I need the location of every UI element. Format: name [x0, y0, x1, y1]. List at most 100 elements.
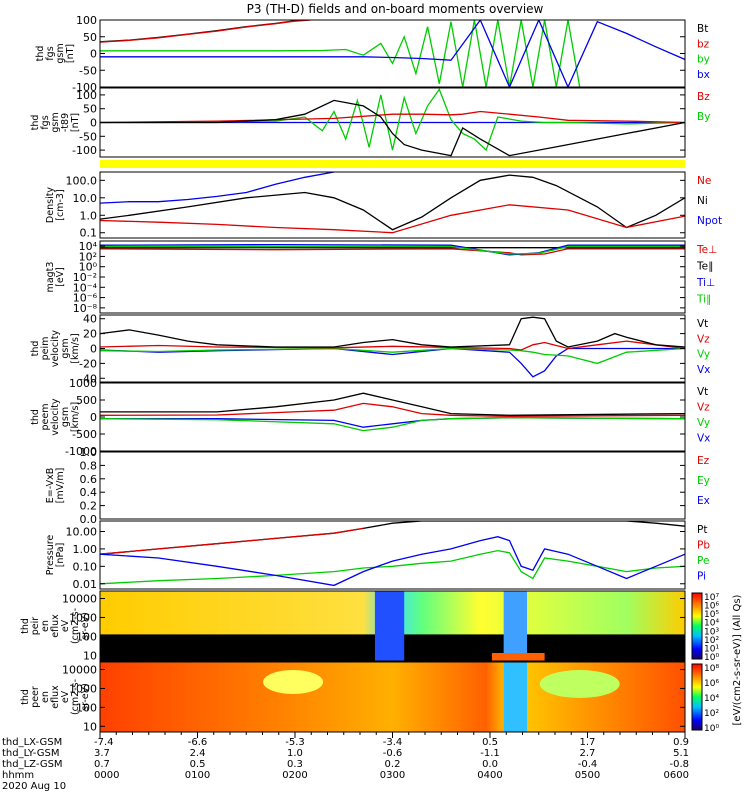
- y-tick-label: -50: [79, 64, 97, 77]
- y-tick-label: -50: [79, 130, 97, 143]
- x-tick-value: 0000: [94, 770, 119, 781]
- y-tick-label: 1.00: [73, 543, 98, 556]
- y-tick-label: 10⁰: [79, 261, 98, 274]
- colorbar-tick-label: 10²: [704, 636, 719, 646]
- y-axis-label: peer: [30, 686, 41, 708]
- y-tick-label: 10⁻⁶: [73, 292, 98, 305]
- colorbar-tick-label: 10⁶: [704, 602, 719, 612]
- legend-entry-Vx: Vx: [697, 364, 710, 376]
- y-axis-label: [km/s]: [70, 402, 81, 432]
- colorbar-tick-label: 10⁴: [704, 694, 719, 704]
- series-line-By: [100, 88, 685, 152]
- y-tick-label: 0.2: [80, 500, 98, 513]
- panel-frame: [99, 19, 686, 88]
- lines-4: [100, 316, 685, 378]
- y-tick-label: 0: [90, 48, 97, 61]
- lines-1: [100, 88, 685, 157]
- legend-entry-Vx: Vx: [697, 433, 710, 445]
- y-tick-label: 50: [83, 103, 97, 116]
- y-tick-label: 10000: [62, 593, 97, 606]
- legend-entry-Ey: Ey: [697, 475, 710, 487]
- y-axis-label: eflux: [50, 614, 61, 638]
- x-tick-value: 0300: [380, 770, 405, 781]
- y-tick-label: 20: [83, 328, 97, 341]
- x-tick-value: 0500: [575, 770, 600, 781]
- x-tick-value: 0400: [477, 770, 502, 781]
- panel-2: 100.0 10.0 1.0 0.1 Density [cm-3] Ne Ni Npot: [45, 171, 722, 240]
- series-line-Pt: [100, 521, 685, 555]
- y-axis-label: velocity: [50, 398, 61, 436]
- series-line-Ni: [100, 174, 685, 231]
- x-tick-value: 1.7: [580, 737, 596, 748]
- legend-entry-Vz: Vz: [697, 402, 710, 414]
- y-axis-label: sr-eV): [80, 612, 91, 640]
- y-axis-label: en: [40, 620, 51, 632]
- series-line-Npot: [100, 172, 335, 204]
- y-axis-label: Pressure: [45, 535, 56, 576]
- legend-entry-Vt: Vt: [697, 318, 708, 330]
- y-tick-label: 10⁻⁴: [73, 281, 98, 294]
- y-axis-label: (cm2-s-: [70, 679, 81, 715]
- series-line-Vz: [100, 340, 685, 351]
- y-tick-label: 0: [90, 411, 97, 424]
- legend-entry-Pb: Pb: [697, 540, 710, 552]
- colorbar-tick-label: 10⁰: [704, 724, 719, 734]
- y-axis-label: (cm2-s-: [70, 608, 81, 644]
- y-tick-label: 0: [90, 117, 97, 130]
- colorbar-tick-label: 10⁶: [704, 679, 719, 689]
- y-tick-label: 10000: [62, 664, 97, 677]
- legend-entry-By: By: [697, 111, 710, 123]
- lines-0: [100, 20, 685, 87]
- x-tick-value: -0.4: [578, 759, 598, 770]
- panel-8: 10000 1000 100 10 thd peir en eflux eV (cm2-s-sr-…: [20, 590, 686, 662]
- x-tick-value: 5.1: [673, 748, 689, 759]
- y-tick-label: 50: [83, 31, 97, 44]
- y-tick-label: 10.0: [73, 192, 98, 205]
- series-line-Pe: [100, 549, 685, 585]
- y-axis-label: [mV/m]: [55, 468, 66, 504]
- y-axis-label: thd: [30, 341, 41, 357]
- y-axis-label: [km/s]: [70, 333, 81, 363]
- x-tick-value: 0.5: [190, 759, 206, 770]
- y-axis-label: gsm: [55, 43, 66, 63]
- y-axis-label: peir: [30, 617, 41, 636]
- y-axis-label: magt3: [45, 262, 56, 293]
- panel-frame: [99, 451, 686, 520]
- heatmap-8: [100, 591, 685, 661]
- colorbar-tick-label: 10¹: [704, 644, 719, 654]
- y-axis-label: en: [40, 691, 51, 703]
- x-tick-value: -5.3: [285, 737, 305, 748]
- lines-7: [100, 521, 685, 587]
- y-tick-label: 1000: [69, 682, 97, 695]
- y-tick-label: 0.01: [73, 578, 98, 591]
- y-tick-label: 1000: [69, 377, 97, 390]
- x-row-label: hhmm: [2, 770, 34, 781]
- panel-4: 40 20 0-20 -40 thd peim velocity gsm [km/s] Vt Vz V…: [30, 313, 710, 386]
- y-tick-label: 1.0: [80, 446, 98, 459]
- x-tick-value: 0.2: [385, 759, 401, 770]
- y-axis-label: gsm: [60, 407, 71, 427]
- y-axis-label: [nT]: [70, 113, 81, 132]
- y-axis-label: [cm-3]: [55, 189, 66, 220]
- y-axis-label: thd: [30, 409, 41, 425]
- panel-frame: [99, 382, 686, 452]
- y-axis-label: thd: [20, 689, 31, 705]
- series-line-Te⊥: [100, 248, 685, 256]
- legend-entry-Vy: Vy: [697, 349, 710, 361]
- legend-entry-Ti⊥: Ti⊥: [696, 277, 715, 289]
- y-axis-label: eV: [60, 619, 71, 632]
- y-tick-label: 100.0: [66, 174, 98, 187]
- x-row-label: 2020 Aug 10: [2, 781, 66, 792]
- legend-entry-Vz: Vz: [697, 333, 710, 345]
- lines-2: [100, 172, 685, 234]
- y-tick-label: -100: [72, 144, 97, 157]
- y-tick-label: 0.0: [80, 513, 98, 526]
- y-axis-label: [nT]: [65, 44, 76, 63]
- heatmap-core-crossing: [503, 662, 528, 732]
- y-axis-label: [eV]: [55, 267, 66, 287]
